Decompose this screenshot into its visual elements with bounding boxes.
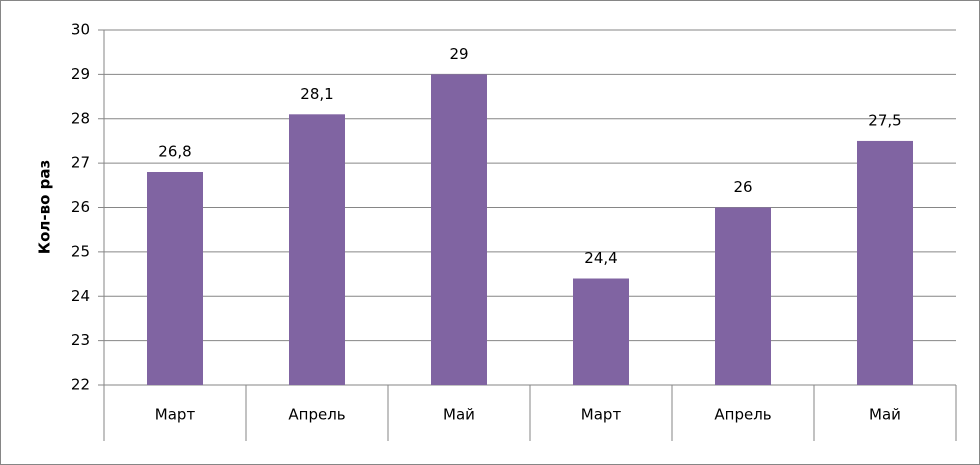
x-tick-label: Апрель (288, 406, 345, 424)
x-tick-label: Май (443, 406, 475, 424)
value-label: 24,4 (584, 249, 617, 267)
y-tick-label: 29 (71, 65, 90, 83)
value-label: 26 (733, 178, 752, 196)
y-tick-label: 22 (71, 376, 90, 394)
value-label: 28,1 (300, 85, 333, 103)
bar (573, 278, 629, 385)
y-axis-label: Кол-во раз (36, 160, 54, 254)
bar (289, 114, 345, 385)
x-tick-label: Май (869, 406, 901, 424)
y-tick-label: 30 (71, 21, 90, 39)
x-tick-label: Март (155, 406, 196, 424)
value-label: 26,8 (158, 143, 191, 161)
bar (857, 140, 913, 385)
bar (431, 74, 487, 385)
x-tick-label: Апрель (714, 406, 771, 424)
bar (147, 172, 203, 385)
bar (715, 207, 771, 385)
y-tick-label: 28 (71, 109, 90, 127)
value-label: 29 (449, 45, 468, 63)
y-tick-label: 23 (71, 331, 90, 349)
y-tick-label: 26 (71, 198, 90, 216)
y-tick-label: 25 (71, 242, 90, 260)
y-tick-label: 27 (71, 154, 90, 172)
value-label: 27,5 (868, 111, 901, 129)
y-tick-label: 24 (71, 287, 90, 305)
x-tick-label: Март (581, 406, 622, 424)
